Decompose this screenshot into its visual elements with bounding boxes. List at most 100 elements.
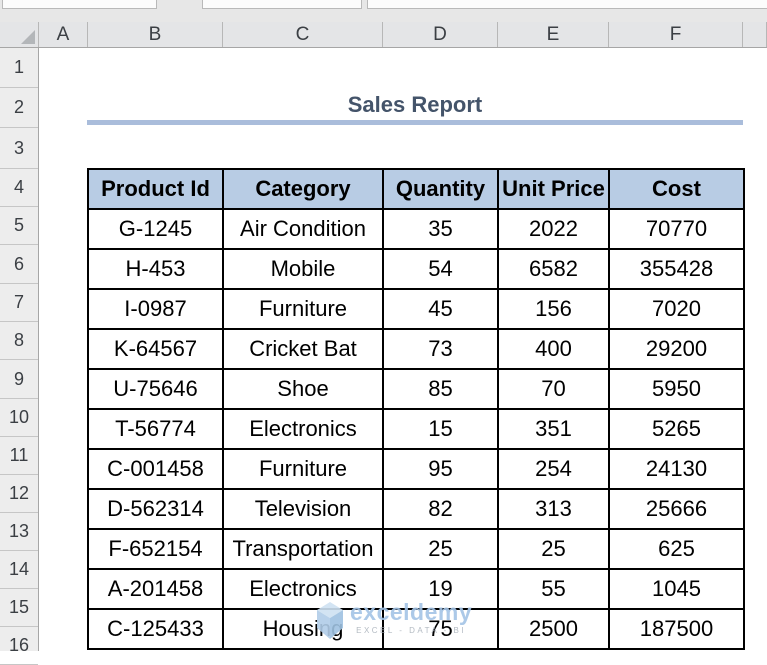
table-cell[interactable]: 19	[382, 568, 499, 610]
row-header-2[interactable]: 2	[0, 88, 38, 128]
column-header-c[interactable]: C	[223, 22, 383, 47]
table-cell[interactable]: 5265	[608, 408, 745, 450]
table-cell[interactable]: H-453	[87, 248, 224, 290]
column-header-f[interactable]: F	[609, 22, 743, 47]
table-cell[interactable]: 351	[497, 408, 610, 450]
sales-table: Product Id Category Quantity Unit Price …	[87, 168, 745, 650]
row-header-14[interactable]: 14	[0, 551, 38, 589]
table-cell[interactable]: 355428	[608, 248, 745, 290]
table-cell[interactable]: K-64567	[87, 328, 224, 370]
table-cell[interactable]: Housing	[222, 608, 384, 650]
table-cell[interactable]: 29200	[608, 328, 745, 370]
table-row: D-562314 Television 82 313 25666	[87, 488, 745, 530]
row-header-9[interactable]: 9	[0, 360, 38, 399]
table-cell[interactable]: 70770	[608, 208, 745, 250]
table-cell[interactable]: 25	[382, 528, 499, 570]
formula-bar-input[interactable]	[367, 0, 767, 9]
table-header-row: Product Id Category Quantity Unit Price …	[87, 168, 745, 210]
table-cell[interactable]: D-562314	[87, 488, 224, 530]
table-cell[interactable]: Cricket Bat	[222, 328, 384, 370]
row-header-10[interactable]: 10	[0, 399, 38, 437]
table-cell[interactable]: Transportation	[222, 528, 384, 570]
header-unit-price[interactable]: Unit Price	[497, 168, 610, 210]
header-product-id[interactable]: Product Id	[87, 168, 224, 210]
header-category[interactable]: Category	[222, 168, 384, 210]
table-cell[interactable]: 55	[497, 568, 610, 610]
table-cell[interactable]: 45	[382, 288, 499, 330]
table-row: T-56774 Electronics 15 351 5265	[87, 408, 745, 450]
table-cell[interactable]: G-1245	[87, 208, 224, 250]
table-cell[interactable]: C-125433	[87, 608, 224, 650]
table-cell[interactable]: 156	[497, 288, 610, 330]
table-cell[interactable]: 24130	[608, 448, 745, 490]
table-cell[interactable]: T-56774	[87, 408, 224, 450]
table-cell[interactable]: Shoe	[222, 368, 384, 410]
table-cell[interactable]: I-0987	[87, 288, 224, 330]
table-cell[interactable]: Furniture	[222, 448, 384, 490]
table-cell[interactable]: 15	[382, 408, 499, 450]
table-cell[interactable]: Air Condition	[222, 208, 384, 250]
table-row: K-64567 Cricket Bat 73 400 29200	[87, 328, 745, 370]
table-cell[interactable]: 5950	[608, 368, 745, 410]
table-cell[interactable]: 25666	[608, 488, 745, 530]
column-header-a[interactable]: A	[39, 22, 88, 47]
table-row: F-652154 Transportation 25 25 625	[87, 528, 745, 570]
column-header-d[interactable]: D	[383, 22, 498, 47]
table-row: G-1245 Air Condition 35 2022 70770	[87, 208, 745, 250]
table-cell[interactable]: 7020	[608, 288, 745, 330]
table-cell[interactable]: 254	[497, 448, 610, 490]
table-cell[interactable]: 6582	[497, 248, 610, 290]
row-header-3[interactable]: 3	[0, 128, 38, 169]
report-title[interactable]: Sales Report	[347, 92, 483, 117]
select-all-icon	[21, 30, 35, 44]
table-cell[interactable]: Electronics	[222, 568, 384, 610]
column-header-b[interactable]: B	[88, 22, 223, 47]
row-header-8[interactable]: 8	[0, 322, 38, 360]
table-cell[interactable]: Television	[222, 488, 384, 530]
table-cell[interactable]: 187500	[608, 608, 745, 650]
table-cell[interactable]: Mobile	[222, 248, 384, 290]
table-cell[interactable]: 625	[608, 528, 745, 570]
table-cell[interactable]: 85	[382, 368, 499, 410]
row-header-6[interactable]: 6	[0, 245, 38, 284]
table-cell[interactable]: 2500	[497, 608, 610, 650]
table-cell[interactable]: 400	[497, 328, 610, 370]
formula-bar-strip	[0, 0, 767, 22]
column-header-e[interactable]: E	[498, 22, 609, 47]
row-header-7[interactable]: 7	[0, 284, 38, 322]
header-cost[interactable]: Cost	[608, 168, 745, 210]
fx-box[interactable]	[202, 0, 362, 9]
row-header-15[interactable]: 15	[0, 589, 38, 627]
table-row: H-453 Mobile 54 6582 355428	[87, 248, 745, 290]
title-underline	[87, 120, 743, 125]
table-cell[interactable]: 35	[382, 208, 499, 250]
table-cell[interactable]: 1045	[608, 568, 745, 610]
table-cell[interactable]: 2022	[497, 208, 610, 250]
column-header-partial[interactable]	[743, 22, 767, 47]
table-cell[interactable]: 95	[382, 448, 499, 490]
row-header-4[interactable]: 4	[0, 169, 38, 207]
row-header-13[interactable]: 13	[0, 513, 38, 551]
table-row: A-201458 Electronics 19 55 1045	[87, 568, 745, 610]
table-cell[interactable]: 70	[497, 368, 610, 410]
table-cell[interactable]: 54	[382, 248, 499, 290]
name-box[interactable]	[2, 0, 157, 9]
table-cell[interactable]: Furniture	[222, 288, 384, 330]
table-cell[interactable]: 75	[382, 608, 499, 650]
row-header-11[interactable]: 11	[0, 437, 38, 475]
row-header-12[interactable]: 12	[0, 475, 38, 513]
table-cell[interactable]: 82	[382, 488, 499, 530]
table-cell[interactable]: F-652154	[87, 528, 224, 570]
table-cell[interactable]: 25	[497, 528, 610, 570]
row-header-16[interactable]: 16	[0, 627, 38, 665]
table-cell[interactable]: A-201458	[87, 568, 224, 610]
table-cell[interactable]: C-001458	[87, 448, 224, 490]
select-all-button[interactable]	[0, 22, 39, 47]
row-header-5[interactable]: 5	[0, 207, 38, 245]
table-cell[interactable]: Electronics	[222, 408, 384, 450]
table-cell[interactable]: 313	[497, 488, 610, 530]
table-cell[interactable]: 73	[382, 328, 499, 370]
table-cell[interactable]: U-75646	[87, 368, 224, 410]
header-quantity[interactable]: Quantity	[382, 168, 499, 210]
row-header-1[interactable]: 1	[0, 48, 38, 88]
